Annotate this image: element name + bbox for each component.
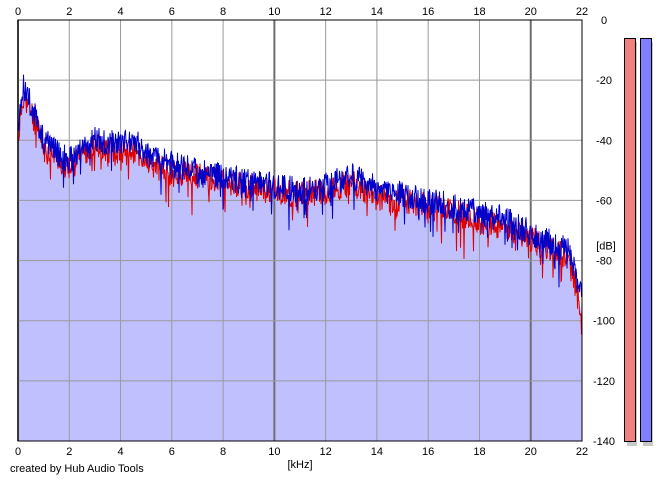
y-tick-label: -60	[596, 195, 612, 207]
x-tick-label-top: 22	[576, 6, 588, 18]
x-tick-label-bottom: 6	[169, 446, 175, 458]
y-axis-label: [dB]	[596, 241, 616, 253]
x-axis-label: [kHz]	[287, 459, 312, 471]
y-tick-label: -140	[593, 436, 615, 448]
x-tick-label-bottom: 12	[320, 446, 332, 458]
x-tick-label-top: 10	[268, 6, 280, 18]
credit-text: created by Hub Audio Tools	[10, 463, 144, 475]
x-tick-label-top: 4	[117, 6, 123, 18]
x-tick-label-bottom: 8	[220, 446, 226, 458]
x-tick-label-top: 20	[525, 6, 537, 18]
x-tick-label-top: 16	[422, 6, 434, 18]
x-tick-label-bottom: 14	[371, 446, 383, 458]
y-tick-label: 0	[601, 15, 607, 27]
x-tick-label-top: 0	[15, 6, 21, 18]
y-tick-label: -40	[596, 135, 612, 147]
x-tick-label-bottom: 20	[525, 446, 537, 458]
x-tick-label-top: 14	[371, 6, 383, 18]
y-tick-label: -80	[596, 256, 612, 268]
x-tick-label-top: 12	[320, 6, 332, 18]
y-tick-label: -100	[593, 316, 615, 328]
x-tick-label-bottom: 16	[422, 446, 434, 458]
left-channel-meter	[624, 38, 636, 442]
x-tick-label-bottom: 18	[473, 446, 485, 458]
series-line-blue	[17, 74, 583, 297]
x-tick-label-top: 2	[66, 6, 72, 18]
x-tick-label-top: 6	[169, 6, 175, 18]
x-tick-label-top: 8	[220, 6, 226, 18]
spectrum-fill-area	[18, 96, 582, 442]
x-tick-label-bottom: 10	[268, 446, 280, 458]
right-channel-meter	[640, 38, 652, 442]
x-tick-label-bottom: 2	[66, 446, 72, 458]
y-tick-label: -20	[596, 75, 612, 87]
x-tick-label-bottom: 22	[576, 446, 588, 458]
x-tick-label-top: 18	[473, 6, 485, 18]
x-tick-label-bottom: 4	[117, 446, 123, 458]
plot-frame	[17, 19, 583, 442]
y-tick-label: -120	[593, 376, 615, 388]
x-tick-label-bottom: 0	[15, 446, 21, 458]
